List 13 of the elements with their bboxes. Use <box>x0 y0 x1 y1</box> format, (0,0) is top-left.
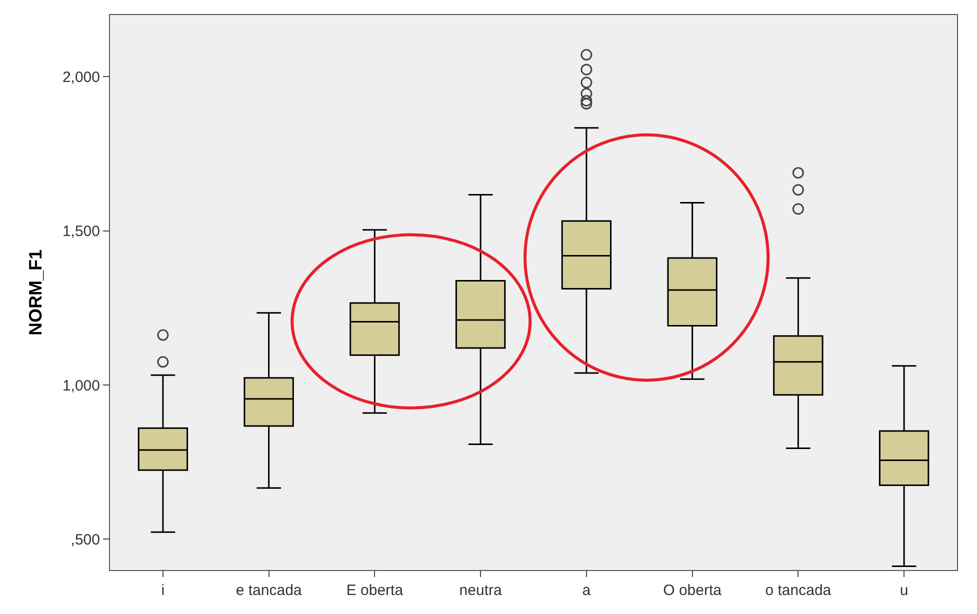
y-tick-label: ,500 <box>70 531 100 548</box>
x-tick-label: a <box>582 582 592 599</box>
x-tick-label: O oberta <box>663 582 722 599</box>
x-tick-label: u <box>900 582 908 599</box>
y-tick-label: 1,500 <box>62 223 100 240</box>
x-tick-label: E oberta <box>346 582 404 599</box>
x-tick-label: e tancada <box>236 582 302 599</box>
y-axis-title: NORM_F1 <box>26 249 46 336</box>
x-tick-label: i <box>161 582 165 599</box>
x-tick-label: o tancada <box>765 582 832 599</box>
y-tick-label: 2,000 <box>62 68 100 86</box>
y-tick-label: 1,000 <box>62 377 100 394</box>
x-tick-label: neutra <box>459 582 502 599</box>
